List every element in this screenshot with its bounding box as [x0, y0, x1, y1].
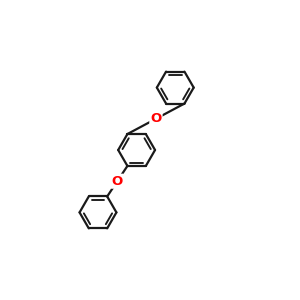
Text: O: O: [150, 112, 162, 125]
Text: O: O: [112, 175, 123, 188]
